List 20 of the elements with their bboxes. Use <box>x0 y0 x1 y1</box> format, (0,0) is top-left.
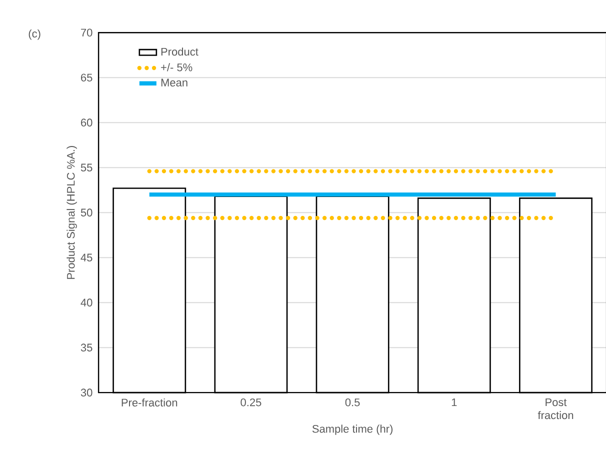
y-tick-label: 45 <box>80 254 92 262</box>
y-tick-label: 70 <box>81 28 92 36</box>
x-tick-label: 0.25 <box>240 398 262 406</box>
y-tick-label: 60 <box>81 118 92 126</box>
legend-label: Product <box>161 48 198 56</box>
y-tick-label: 30 <box>80 388 92 396</box>
y-axis-title: Product Signal (HPLC %A.) <box>66 146 77 279</box>
x-tick-label: Post fraction <box>538 398 574 420</box>
x-axis-title: Sample time (hr) <box>312 424 393 435</box>
legend-label: +/- 5% <box>161 63 192 72</box>
y-tick-label: 40 <box>80 298 92 306</box>
x-tick-label: 1 <box>452 398 457 406</box>
y-tick-label: 50 <box>80 208 92 216</box>
x-tick-label: 0.5 <box>345 398 360 406</box>
y-tick-label: 35 <box>80 344 92 352</box>
y-tick-label: 55 <box>80 164 92 172</box>
x-tick-label: Pre-fraction <box>122 398 178 407</box>
legend-label: Mean <box>161 78 188 86</box>
y-tick-label: 65 <box>81 74 92 82</box>
text: (c) <box>28 29 40 40</box>
